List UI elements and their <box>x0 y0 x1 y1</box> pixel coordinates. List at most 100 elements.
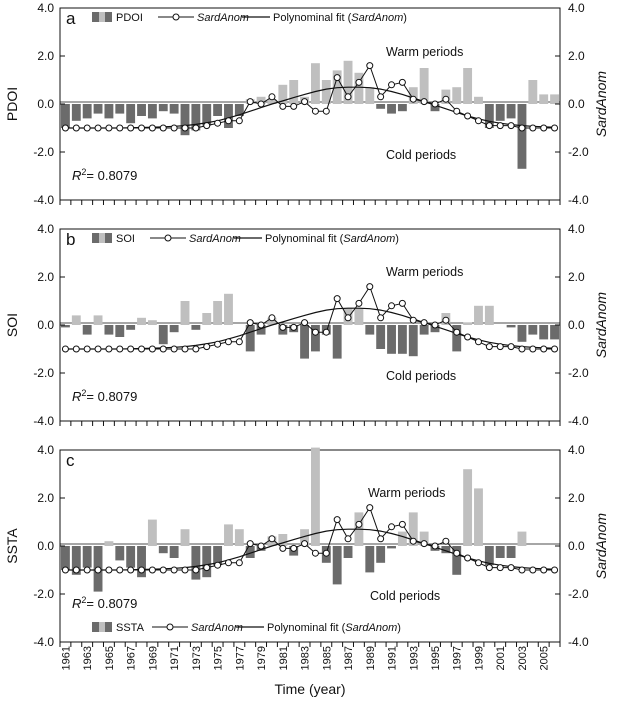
panel-c: 4.0 4.0 2.0 2.0 0.0 0.0 -2.0 -2.0 -4.0 -4.0 c War… <box>4 443 609 649</box>
sardanom-point-a-1963 <box>83 124 91 132</box>
sardanom-point-b-1988 <box>355 299 363 307</box>
sardanom-point-c-1977 <box>235 559 243 567</box>
y-tick-label-b-3: -2.0 <box>33 366 54 380</box>
bar-b-1984 <box>311 325 320 352</box>
y2-axis-label-a: SardAnom <box>593 71 609 137</box>
bar-a-1973 <box>191 104 201 131</box>
legend-fit-var-b: SardAnom <box>343 233 395 245</box>
y2-tick-label-b-0: 4.0 <box>568 222 585 236</box>
x-tick-label-1991: 1991 <box>387 646 399 670</box>
sardanom-point-b-1965 <box>105 345 113 353</box>
sardanom-point-a-2004 <box>529 124 537 132</box>
r-squared-a: R2= 0.8079 <box>72 167 137 183</box>
r2-value-a: = 0.8079 <box>86 168 137 183</box>
bar-b-1978 <box>245 325 255 352</box>
bar-c-1996 <box>441 546 451 554</box>
bar-b-1965 <box>104 325 114 335</box>
bar-b-1998 <box>463 322 473 325</box>
y2-tick-label-c-0: 4.0 <box>568 443 585 457</box>
bar-a-2006 <box>550 94 559 104</box>
y2-tick-label-a-2: 0.0 <box>568 97 585 111</box>
bar-c-1983 <box>300 529 309 546</box>
bar-b-1990 <box>376 325 386 349</box>
x-tick-label-1971: 1971 <box>169 646 181 670</box>
sardanom-markers-a <box>61 62 559 132</box>
y-tick-label-a-1: 2.0 <box>37 49 54 63</box>
bar-b-1964 <box>93 315 103 325</box>
legend-fit-prefix-b: Polynominal fit ( <box>265 233 344 245</box>
bar-a-1991 <box>387 104 396 114</box>
sardanom-point-c-1971 <box>170 566 178 574</box>
y2-tick-label-b-3: -2.0 <box>568 366 589 380</box>
sardanom-point-a-1969 <box>148 124 156 132</box>
sardanom-point-c-1962 <box>72 566 80 574</box>
bar-a-1994 <box>419 68 429 104</box>
sardanom-point-a-1984 <box>311 107 319 115</box>
bar-c-2001 <box>495 546 505 558</box>
sardanom-point-b-1995 <box>431 321 439 329</box>
y-tick-label-b-4: -4.0 <box>33 414 54 428</box>
y2-tick-label-b-2: 0.0 <box>568 318 585 332</box>
y-tick-label-a-3: -2.0 <box>33 145 54 159</box>
legend-fit-label-b: Polynominal fit (SardAnom) <box>265 233 399 245</box>
sardanom-point-b-1993 <box>409 316 417 324</box>
panel-letter-a: a <box>66 9 76 28</box>
bar-a-2003 <box>517 104 527 169</box>
bar-b-1973 <box>191 325 201 330</box>
bar-c-1965 <box>104 541 114 546</box>
cold-periods-label-b: Cold periods <box>386 369 456 383</box>
poly-fit-line-b <box>65 307 555 350</box>
sardanom-point-c-1997 <box>453 549 461 557</box>
sardanom-point-b-1969 <box>148 345 156 353</box>
sardanom-markers-b <box>61 283 559 353</box>
sardanom-point-a-1987 <box>344 93 352 101</box>
sardanom-point-b-1978 <box>246 319 254 327</box>
bar-b-1961 <box>61 325 70 328</box>
sardanom-point-b-2006 <box>551 345 559 353</box>
bars-a <box>61 60 559 169</box>
x-tick-label-1997: 1997 <box>452 646 464 670</box>
bar-c-1978 <box>245 546 255 558</box>
panel-a: 4.0 4.0 2.0 2.0 0.0 0.0 -2.0 -2.0 -4.0 -4.0 a PDO… <box>4 1 609 207</box>
sardanom-point-a-1994 <box>420 98 428 106</box>
warm-periods-label-b: Warm periods <box>386 265 463 279</box>
legend-b: SOI SardAnom Polynominal fit (SardAnom) <box>92 233 399 245</box>
y2-tick-label-c-3: -2.0 <box>568 587 589 601</box>
y-ticks-c: 4.0 4.0 2.0 2.0 0.0 0.0 -2.0 -2.0 -4.0 -4.0 <box>33 443 589 649</box>
legend-anom-marker-c <box>166 623 174 631</box>
bar-b-1986 <box>332 325 342 359</box>
bar-a-1981 <box>278 84 288 104</box>
bar-b-1963 <box>82 325 92 335</box>
sardanom-point-b-1991 <box>388 302 396 310</box>
bar-a-1965 <box>104 104 114 119</box>
sardanom-point-a-1974 <box>203 122 211 130</box>
bar-a-1990 <box>376 104 386 109</box>
legend-fit-suffix-a: ) <box>403 12 407 24</box>
bar-c-1987 <box>343 546 353 558</box>
sardanom-point-b-2002 <box>507 343 515 351</box>
bar-a-1997 <box>452 87 462 104</box>
sardanom-point-a-1991 <box>388 81 396 89</box>
bar-a-2002 <box>506 104 516 119</box>
bar-a-1999 <box>474 96 483 104</box>
sardanom-point-b-1973 <box>192 345 200 353</box>
sardanom-point-b-1970 <box>159 345 167 353</box>
sardanom-point-a-1982 <box>290 102 298 110</box>
sardanom-point-a-1961 <box>61 124 69 132</box>
sardanom-point-b-1964 <box>94 345 102 353</box>
bar-b-1979 <box>256 325 266 335</box>
legend-index-label-c: SSTA <box>116 622 145 634</box>
sardanom-point-c-1988 <box>355 520 363 528</box>
y-tick-label-a-2: 0.0 <box>37 97 54 111</box>
sardanom-point-a-1976 <box>224 117 232 125</box>
sardanom-point-b-2003 <box>518 345 526 353</box>
cold-periods-label-c: Cold periods <box>370 589 440 603</box>
r2-sup-b: 2 <box>81 388 86 398</box>
sardanom-point-b-1980 <box>268 314 276 322</box>
sardanom-point-b-1999 <box>474 338 482 346</box>
bar-b-1995 <box>430 325 440 333</box>
sardanom-point-c-1964 <box>94 566 102 574</box>
bar-a-1963 <box>82 104 92 119</box>
sardanom-point-a-1997 <box>453 107 461 115</box>
bar-a-1995 <box>430 104 440 112</box>
